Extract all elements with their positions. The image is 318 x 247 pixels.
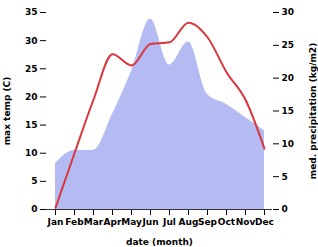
svg-text:20: 20 [282, 73, 295, 83]
svg-text:Aug: Aug [179, 217, 199, 227]
svg-text:20: 20 [25, 92, 38, 102]
svg-text:Dec: Dec [255, 217, 274, 227]
svg-text:May: May [121, 217, 142, 227]
svg-text:Feb: Feb [65, 217, 84, 227]
svg-text:15: 15 [282, 106, 295, 116]
svg-text:Sep: Sep [198, 217, 218, 227]
svg-text:med. precipitation (kg/m2): med. precipitation (kg/m2) [308, 43, 318, 179]
svg-text:Oct: Oct [218, 217, 236, 227]
svg-text:date (month): date (month) [126, 237, 193, 247]
svg-text:Apr: Apr [104, 217, 122, 227]
svg-text:Mar: Mar [84, 217, 104, 227]
svg-text:0: 0 [282, 204, 288, 214]
svg-text:Nov: Nov [236, 217, 256, 227]
svg-text:10: 10 [282, 139, 295, 149]
svg-text:5: 5 [31, 176, 37, 186]
svg-text:Jul: Jul [162, 217, 176, 227]
svg-text:25: 25 [25, 64, 38, 74]
svg-text:35: 35 [25, 7, 38, 17]
svg-text:Jan: Jan [47, 217, 64, 227]
svg-text:max temp (C): max temp (C) [2, 77, 12, 146]
svg-text:Jun: Jun [141, 217, 158, 227]
svg-text:30: 30 [25, 36, 38, 46]
svg-text:5: 5 [282, 172, 288, 182]
svg-text:15: 15 [25, 120, 38, 130]
svg-text:30: 30 [282, 7, 295, 17]
svg-text:0: 0 [31, 204, 37, 214]
svg-text:25: 25 [282, 40, 295, 50]
svg-text:10: 10 [25, 148, 38, 158]
